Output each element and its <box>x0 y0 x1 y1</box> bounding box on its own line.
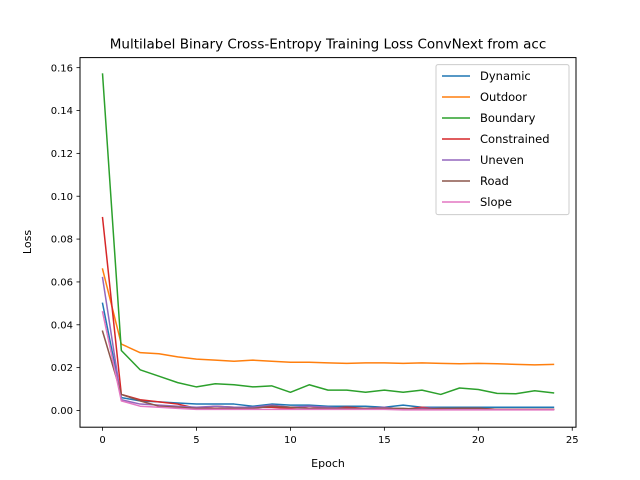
series-line-slope <box>101 311 555 411</box>
x-tick-label: 0 <box>99 435 105 446</box>
x-tick-label: 5 <box>193 435 199 446</box>
legend-box <box>435 64 570 216</box>
y-tick-label: 0.14 <box>51 106 73 117</box>
legend-label-road: Road <box>480 174 509 188</box>
legend-label-outdoor: Outdoor <box>480 90 527 104</box>
plot-lines <box>101 73 555 411</box>
legend: Dynamic Outdoor Boundary Constrained Uneven R… <box>435 64 570 216</box>
y-tick-label: 0.02 <box>51 363 73 374</box>
y-tick-label: 0.10 <box>51 192 73 203</box>
y-tick-label: 0.16 <box>51 63 73 74</box>
series-line-boundary <box>101 73 555 396</box>
y-tick-label: 0.04 <box>51 320 73 331</box>
x-axis-label: Epoch <box>311 457 345 470</box>
y-axis-label: Loss <box>21 230 34 254</box>
y-tick-label: 0.12 <box>51 149 73 160</box>
legend-label-dynamic: Dynamic <box>480 69 531 83</box>
x-axis-ticks: 0 5 10 15 20 25 <box>99 427 579 446</box>
chart-title: Multilabel Binary Cross-Entropy Training… <box>110 37 547 53</box>
x-tick-label: 10 <box>284 435 297 446</box>
y-tick-label: 0.06 <box>51 278 73 289</box>
series-line-dynamic <box>101 302 555 409</box>
legend-label-uneven: Uneven <box>480 153 524 167</box>
legend-label-boundary: Boundary <box>480 111 536 125</box>
x-tick-label: 20 <box>472 435 485 446</box>
legend-label-constrained: Constrained <box>480 132 550 146</box>
legend-label-slope: Slope <box>480 195 512 209</box>
plot-frame <box>79 57 577 428</box>
series-line-outdoor <box>101 268 555 366</box>
x-tick-label: 15 <box>378 435 391 446</box>
x-tick-label: 25 <box>566 435 579 446</box>
y-axis-ticks: 0.00 0.02 0.04 0.06 0.08 0.10 0.12 0.14 0.16 <box>51 63 80 417</box>
y-tick-label: 0.00 <box>51 406 73 417</box>
series-line-road <box>101 330 555 411</box>
y-tick-label: 0.08 <box>51 235 73 246</box>
